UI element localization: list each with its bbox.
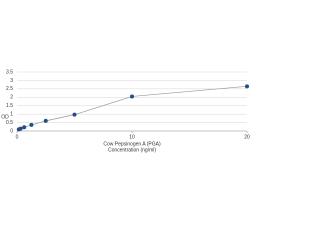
y-tick-label: 2.5 — [6, 86, 13, 92]
y-tick-label: 2 — [10, 95, 13, 101]
data-point — [72, 112, 77, 117]
y-tick-label: 1 — [10, 111, 13, 117]
x-tick-label: 10 — [129, 134, 135, 140]
data-point — [130, 94, 134, 99]
y-tick-label: 3.5 — [6, 69, 13, 75]
y-axis-label: OD — [1, 114, 9, 120]
y-tick-label: 3 — [10, 78, 13, 84]
x-axis-label: Cow Pepsinogen A (PGA) — [103, 141, 161, 147]
data-point — [43, 118, 48, 123]
x-axis-label: Concentration (ng/ml) — [108, 147, 156, 153]
y-tick-label: 1.5 — [6, 103, 13, 109]
x-tick-label: 0 — [16, 134, 19, 140]
x-tick-label: 20 — [244, 134, 250, 140]
data-point — [22, 125, 27, 130]
y-tick-label: 0.5 — [6, 120, 13, 126]
y-tick-label: 0 — [10, 128, 13, 134]
chart: OD Cow Pepsinogen A (PGA) Concentration … — [1, 69, 250, 153]
data-point — [245, 84, 249, 89]
data-point — [29, 122, 34, 127]
data-point — [18, 126, 23, 131]
